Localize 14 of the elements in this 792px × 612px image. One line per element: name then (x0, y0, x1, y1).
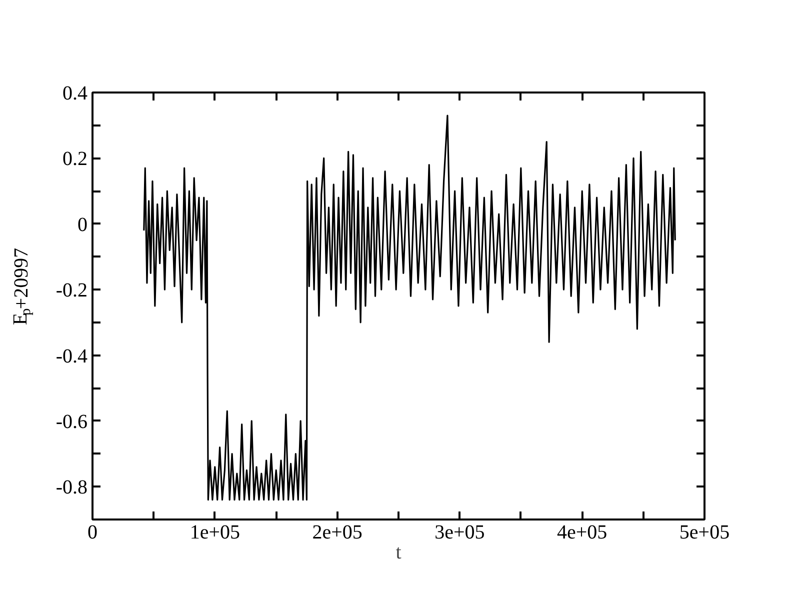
y-tick-label: -0.4 (56, 345, 88, 368)
x-tick-label: 3e+05 (434, 522, 485, 544)
y-tick-label: -0.8 (56, 476, 88, 499)
y-tick-label: 0 (78, 214, 88, 236)
y-tick-label: 0.2 (62, 148, 88, 170)
x-tick-label: 2e+05 (312, 522, 362, 544)
y-tick-label: -0.2 (56, 280, 88, 302)
x-tick-label: 5e+05 (679, 522, 730, 544)
x-tick-label: 4e+05 (557, 522, 608, 544)
line-series (143, 114, 676, 501)
x-tick-label: 1e+05 (190, 522, 240, 544)
x-axis-title: t (396, 542, 402, 564)
y-tick-label: 0.4 (62, 82, 88, 104)
y-tick-label: -0.6 (56, 410, 88, 433)
